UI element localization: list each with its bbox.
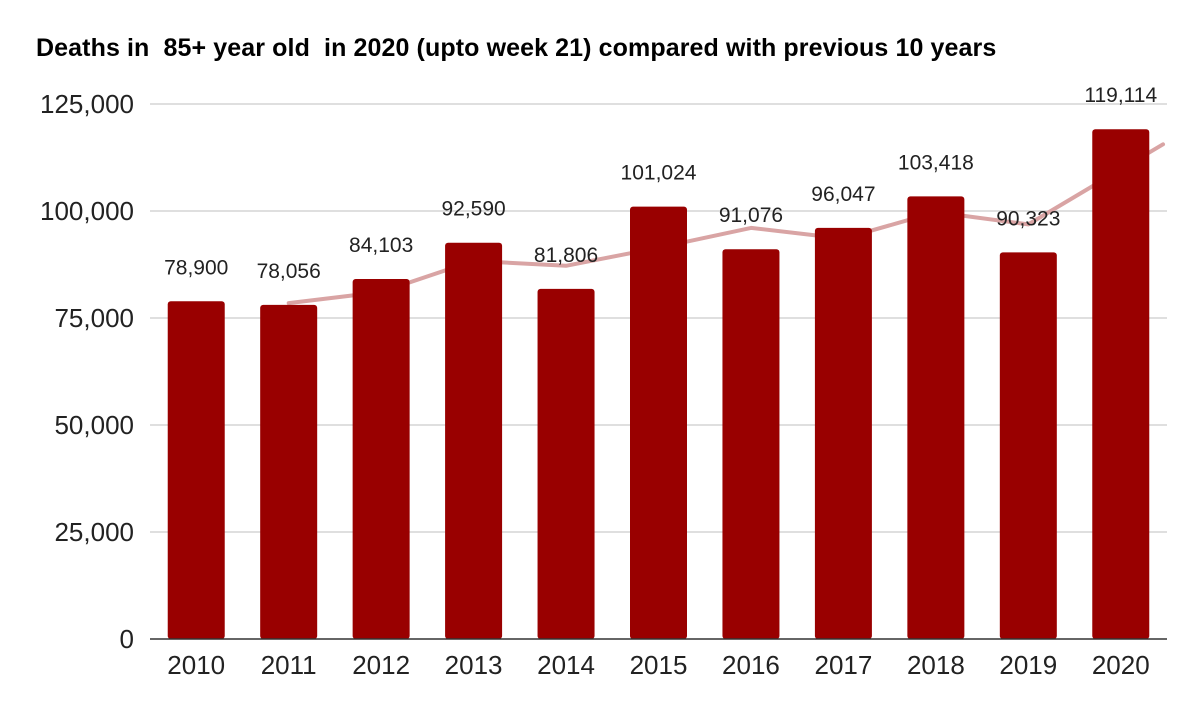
x-tick-label: 2016 (722, 650, 780, 680)
bar-2010 (167, 301, 225, 639)
x-tick-label: 2017 (814, 650, 872, 680)
x-tick-label: 2014 (537, 650, 595, 680)
chart-title: Deaths in 85+ year old in 2020 (upto wee… (36, 34, 997, 62)
y-tick-label: 125,000 (40, 89, 134, 119)
bar-2020 (1092, 129, 1150, 639)
data-label: 81,806 (534, 244, 598, 267)
bar-2017 (814, 227, 872, 640)
x-tick-label: 2012 (352, 650, 410, 680)
bar-2013 (445, 242, 503, 640)
x-tick-label: 2011 (261, 650, 317, 680)
data-label: 78,900 (164, 256, 228, 279)
data-label: 119,114 (1084, 84, 1157, 107)
bar-2014 (537, 288, 595, 639)
data-label: 101,024 (621, 162, 697, 185)
data-label: 90,323 (996, 207, 1060, 230)
data-label: 84,103 (349, 234, 413, 257)
y-tick-label: 100,000 (40, 196, 134, 226)
trend-line (286, 142, 1165, 306)
x-tick-label: 2020 (1092, 650, 1150, 680)
data-label: 96,047 (811, 183, 875, 206)
y-tick-label: 25,000 (54, 517, 134, 547)
bar-2012 (352, 279, 410, 639)
x-tick-label: 2015 (630, 650, 688, 680)
data-label: 78,056 (257, 260, 321, 283)
y-tick-label: 50,000 (54, 410, 134, 440)
bar-2011 (260, 304, 318, 639)
data-label: 92,590 (441, 198, 505, 221)
x-tick-label: 2013 (445, 650, 503, 680)
x-tick-label: 2018 (907, 650, 965, 680)
data-label: 91,076 (719, 204, 783, 227)
data-label: 103,418 (898, 151, 974, 174)
x-tick-label: 2010 (167, 650, 225, 680)
x-axis: 2010 2011 2012 2013 2014 2015 2016 2017 2018 2019… (150, 638, 1167, 680)
bars (167, 129, 1150, 640)
x-tick-label: 2019 (999, 650, 1057, 680)
data-labels: 78,900 78,056 84,103 92,590 81,806 101,024 91,… (164, 84, 1157, 283)
bar-2016 (722, 249, 780, 640)
bar-2018 (907, 196, 965, 639)
y-axis: 0 25,000 50,000 75,000 100,000 125,000 (40, 89, 134, 654)
y-tick-label: 75,000 (54, 303, 134, 333)
y-tick-label: 0 (120, 624, 134, 654)
bar-2019 (999, 252, 1057, 640)
trend-line-layer (286, 142, 1165, 306)
bar-2015 (630, 206, 687, 639)
